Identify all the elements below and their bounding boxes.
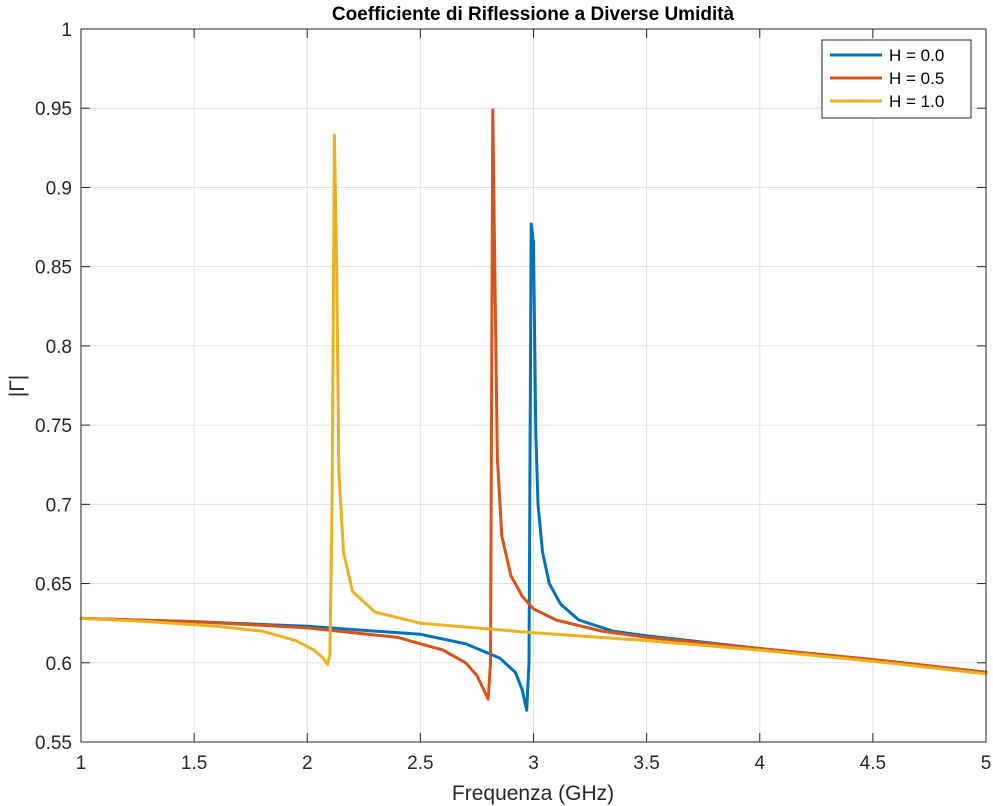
y-axis-label: |Γ| — [6, 375, 29, 397]
x-tick-label: 2 — [302, 753, 313, 774]
series-line-0 — [79, 222, 988, 712]
y-tick-label: 0.55 — [35, 733, 72, 754]
series-line-1 — [79, 108, 988, 701]
legend-entry-0: H = 0.0 — [889, 46, 944, 65]
y-tick-label: 0.65 — [35, 575, 72, 596]
tick-labels: 1 1.5 2 2.5 3 3.5 4 4.5 5 0.55 0.6 0.65 0.7 0.75 0.8 0.… — [35, 20, 991, 774]
x-tick-label: 2.5 — [407, 753, 433, 774]
x-tick-label: 4.5 — [860, 753, 886, 774]
y-tick-label: 0.95 — [35, 99, 72, 120]
y-tick-label: 0.85 — [35, 258, 72, 279]
series-line-2 — [79, 133, 988, 676]
x-tick-label: 1.5 — [181, 753, 207, 774]
x-tick-label: 4 — [754, 753, 765, 774]
legend-entry-1: H = 0.5 — [889, 69, 944, 88]
x-tick-label: 1 — [76, 753, 87, 774]
x-tick-label: 3.5 — [633, 753, 659, 774]
series-layer — [79, 108, 988, 712]
y-tick-label: 1 — [61, 20, 72, 41]
y-tick-label: 0.75 — [35, 416, 72, 437]
chart-title: Coefficiente di Riflessione a Diverse Um… — [332, 4, 735, 25]
legend: H = 0.0 H = 0.5 H = 1.0 — [821, 39, 972, 119]
y-tick-label: 0.7 — [46, 495, 72, 516]
ticks — [80, 28, 987, 743]
y-tick-label: 0.6 — [46, 654, 72, 675]
y-tick-label: 0.9 — [46, 178, 72, 199]
x-tick-label: 3 — [528, 753, 539, 774]
y-tick-label: 0.8 — [46, 337, 72, 358]
legend-entry-2: H = 1.0 — [889, 92, 944, 111]
x-tick-label: 5 — [981, 753, 992, 774]
x-axis-label: Frequenza (GHz) — [452, 782, 614, 805]
